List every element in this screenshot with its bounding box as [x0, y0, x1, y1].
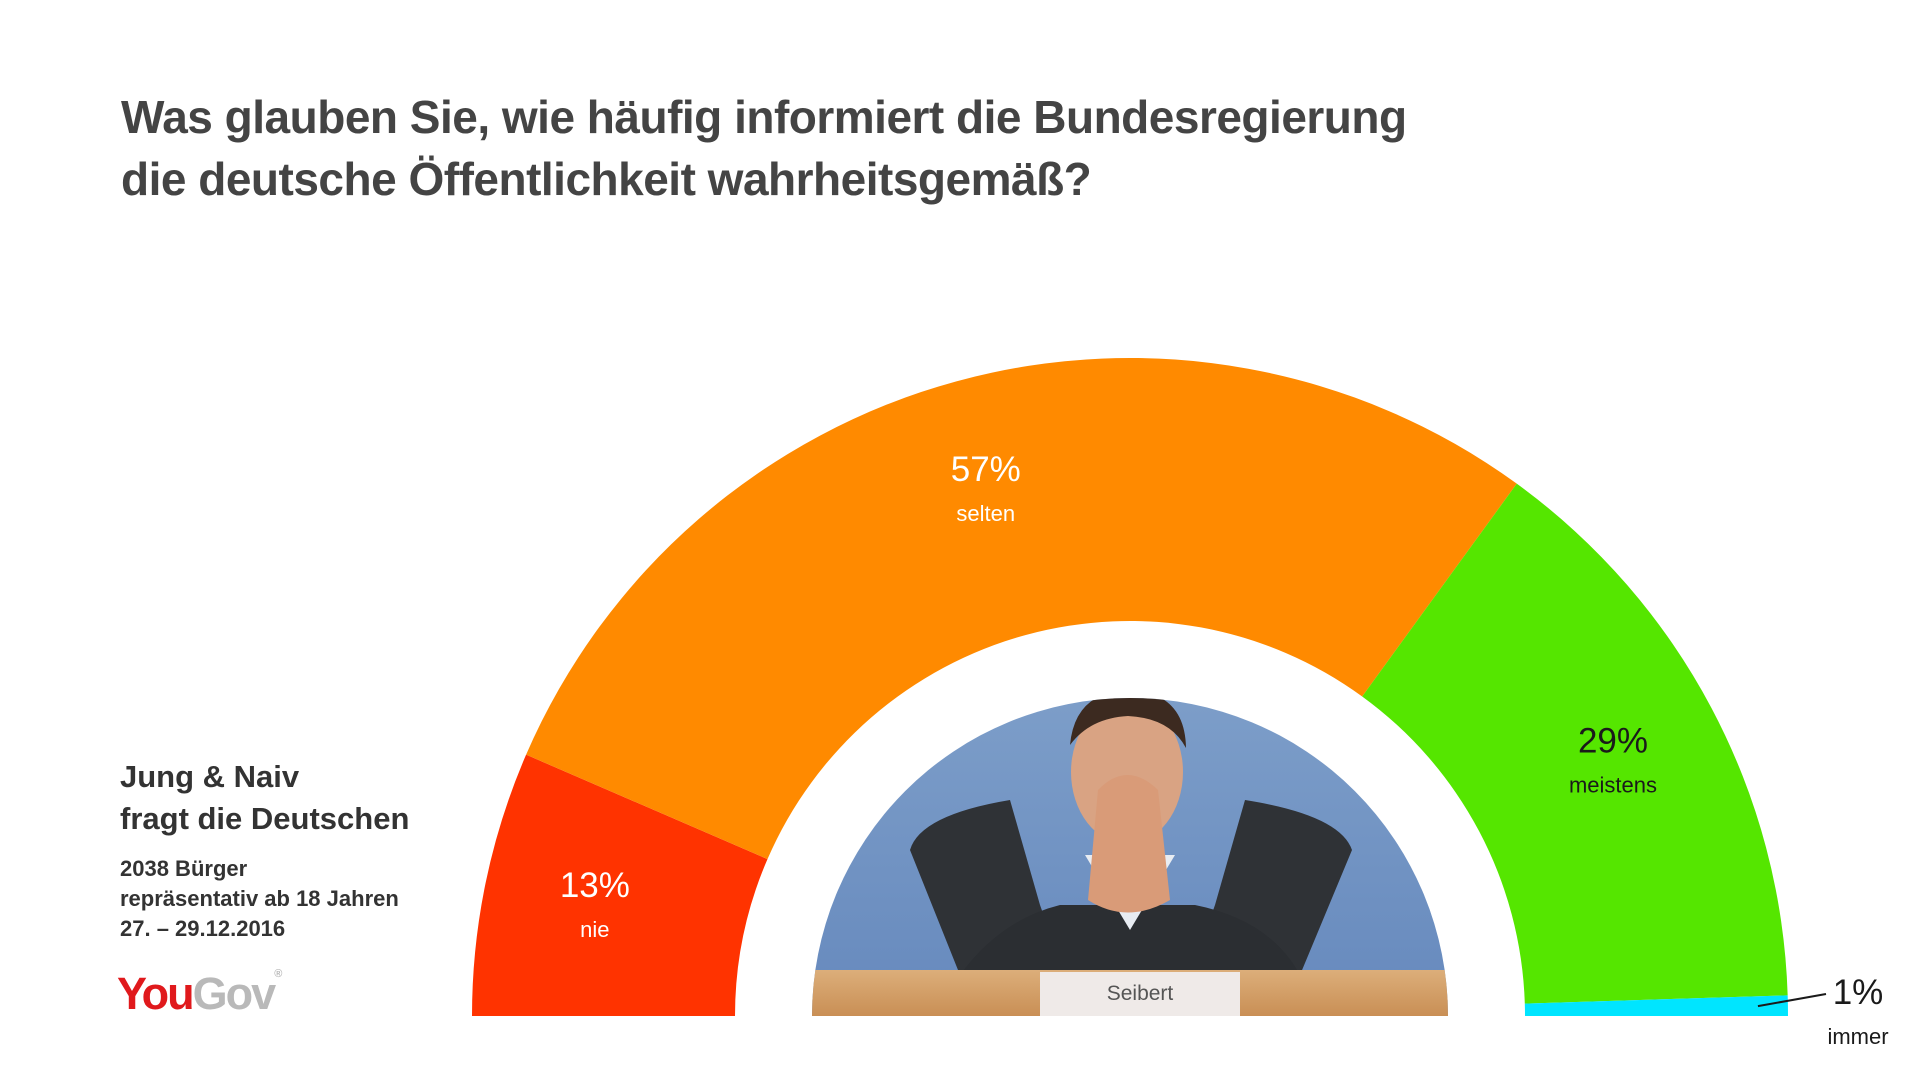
- survey-meta: 2038 Bürger repräsentativ ab 18 Jahren 2…: [120, 854, 480, 944]
- category-label-meistens: meistens: [1569, 772, 1657, 797]
- info-block: Jung & Naiv fragt die Deutschen 2038 Bür…: [120, 756, 480, 944]
- logo-gov: Gov: [192, 968, 277, 1019]
- yougov-logo: YouGov®: [117, 968, 282, 1020]
- center-photo: Seibert: [812, 698, 1448, 1016]
- photo-hands: [1088, 775, 1170, 913]
- value-label-nie: 13%: [560, 866, 630, 905]
- value-label-meistens: 29%: [1578, 721, 1648, 760]
- nameplate-text: Seibert: [1107, 982, 1174, 1005]
- segment-labels: 13% nie 57% selten 29% meistens 1% immer: [560, 450, 1889, 1049]
- info-heading-line-2: fragt die Deutschen: [120, 801, 410, 836]
- segment-immer: [1524, 995, 1788, 1016]
- donut-segments: [472, 357, 1788, 1016]
- category-label-immer: immer: [1827, 1024, 1888, 1049]
- value-label-selten: 57%: [951, 450, 1021, 489]
- leader-line-immer: [1757, 993, 1827, 1008]
- logo-registered-mark: ®: [274, 968, 283, 980]
- representative-note: repräsentativ ab 18 Jahren: [120, 886, 399, 911]
- segment-nie: [472, 754, 768, 1016]
- photo-hair: [1070, 698, 1186, 748]
- info-heading: Jung & Naiv fragt die Deutschen: [120, 756, 480, 840]
- segment-meistens: [1362, 483, 1788, 1004]
- title-line-1: Was glauben Sie, wie häufig informiert d…: [121, 91, 1407, 143]
- logo-you: You: [117, 968, 195, 1019]
- info-heading-line-1: Jung & Naiv: [120, 759, 300, 794]
- sample-size: 2038 Bürger: [120, 856, 248, 881]
- photo-torso: [960, 905, 1300, 975]
- survey-date: 27. – 29.12.2016: [120, 916, 286, 941]
- chart-title: Was glauben Sie, wie häufig informiert d…: [121, 86, 1521, 210]
- photo-nameplate: [1040, 972, 1240, 1016]
- segment-selten: [526, 357, 1517, 860]
- title-line-2: die deutsche Öffentlichkeit wahrheitsgem…: [121, 153, 1092, 205]
- category-label-selten: selten: [956, 501, 1015, 526]
- value-label-immer: 1%: [1833, 973, 1884, 1012]
- category-label-nie: nie: [580, 917, 609, 942]
